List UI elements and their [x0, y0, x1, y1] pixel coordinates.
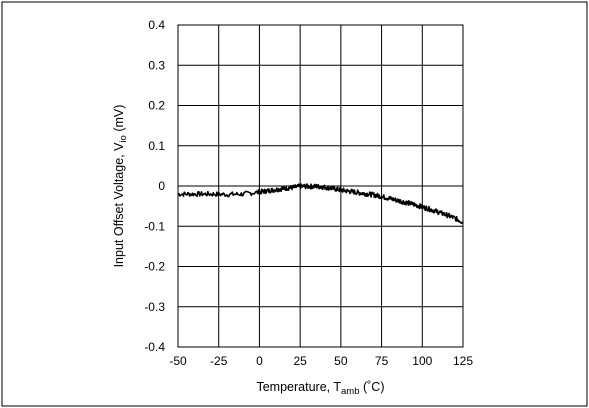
y-tick-label: 0: [158, 179, 165, 193]
y-tick-label: -0.2: [144, 260, 165, 274]
y-axis-label: Input Offset Voltage, Vio (mV): [112, 105, 129, 268]
x-tick-label: -25: [210, 354, 228, 368]
y-tick-label: 0.2: [148, 99, 165, 113]
x-axis-label-unit: (˚C): [360, 380, 385, 394]
x-axis-label-subscript: amb: [341, 386, 359, 397]
y-tick-label: 0.1: [148, 139, 165, 153]
x-tick-label: 0: [256, 354, 263, 368]
x-tick-label: -50: [169, 354, 187, 368]
y-tick-label: 0.4: [148, 18, 165, 32]
x-tick-label: 100: [412, 354, 432, 368]
y-axis-label-subscript: io: [118, 135, 129, 142]
y-tick-label: -0.3: [144, 300, 165, 314]
x-tick-labels: -50 -25 0 25 50 75 100 125: [169, 354, 473, 368]
x-axis-label: Temperature, Tamb (˚C): [256, 380, 384, 397]
x-axis-label-main: Temperature, T: [256, 380, 341, 394]
y-tick-label: -0.1: [144, 219, 165, 233]
series-line: [177, 183, 464, 224]
y-tick-label: -0.4: [144, 340, 165, 354]
x-tick-label: 125: [453, 354, 473, 368]
series-group: [177, 183, 464, 224]
x-tick-label: 75: [375, 354, 389, 368]
x-tick-label: 50: [334, 354, 348, 368]
y-tick-label: 0.3: [148, 58, 165, 72]
y-axis-label-unit: (mV): [112, 105, 126, 136]
x-tick-label: 25: [293, 354, 307, 368]
y-tick-labels: 0.4 0.3 0.2 0.1 0 -0.1 -0.2 -0.3 -0.4: [144, 18, 165, 354]
y-axis-label-main: Input Offset Voltage, V: [112, 142, 126, 268]
plot-area: [177, 24, 464, 348]
